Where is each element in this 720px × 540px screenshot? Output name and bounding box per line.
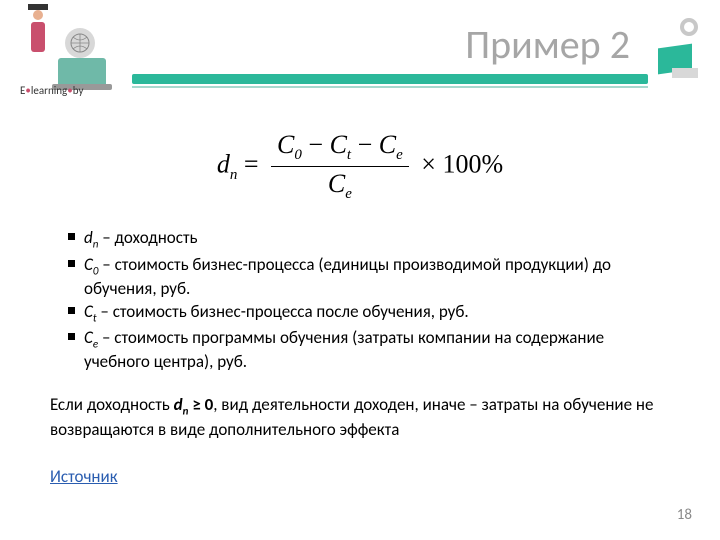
def-text: – стоимость программы обучения (затраты … xyxy=(84,327,604,372)
brand-mid: learning xyxy=(31,84,67,97)
slide-body: dn – доходность C0 – стоимость бизнес-пр… xyxy=(0,227,720,486)
def-text: – стоимость бизнес-процесса после обучен… xyxy=(97,301,469,322)
globe-icon xyxy=(65,28,95,58)
formula: dn = C0 − Ct − CeCe × 100% xyxy=(0,130,720,203)
page-number: 18 xyxy=(677,506,692,524)
den-ce: C xyxy=(328,169,345,198)
title-underline xyxy=(132,74,648,92)
formula-hundred: 100% xyxy=(442,150,503,179)
num-ce-sub: e xyxy=(396,147,403,163)
person-icon xyxy=(28,18,48,68)
list-item: C0 – стоимость бизнес-процесса (единицы … xyxy=(68,254,670,299)
formula-fraction: C0 − Ct − CeCe xyxy=(271,130,409,203)
list-item: dn – доходность xyxy=(68,227,670,251)
def-var: d xyxy=(84,227,93,248)
formula-eq: = xyxy=(237,150,265,179)
ring-icon xyxy=(680,18,698,36)
def-var: C xyxy=(84,254,93,275)
list-item: Ct – стоимость бизнес-процесса после обу… xyxy=(68,301,670,325)
laptop-icon xyxy=(58,58,106,86)
list-item: Ce – стоимость программы обучения (затра… xyxy=(68,327,670,372)
source-link[interactable]: Источник xyxy=(50,466,118,487)
slide-title: Пример 2 xyxy=(465,20,630,69)
conclusion-text: Если доходность dn ≥ 0, вид деятельности… xyxy=(50,394,670,439)
formula-lhs-var: d xyxy=(217,150,230,179)
num-c0: C xyxy=(277,130,294,159)
conclusion-rel: ≥ 0 xyxy=(188,394,213,415)
def-var: C xyxy=(84,301,93,322)
brand-suffix: by xyxy=(73,84,84,97)
slide-header: E•learning•by Пример 2 xyxy=(0,0,720,100)
corner-decoration xyxy=(640,18,700,78)
def-text: – стоимость бизнес-процесса (единицы про… xyxy=(84,254,611,299)
den-ce-sub: e xyxy=(345,186,352,202)
def-text: – доходность xyxy=(98,227,197,248)
gray-square-icon xyxy=(672,68,698,78)
num-ce: C xyxy=(379,130,396,159)
conclusion-pre: Если доходность xyxy=(50,394,174,415)
minus2: − xyxy=(351,130,379,159)
def-var: C xyxy=(84,327,93,348)
definitions-list: dn – доходность C0 – стоимость бизнес-пр… xyxy=(50,227,670,372)
conclusion-var: d xyxy=(174,394,183,415)
formula-times: × xyxy=(415,150,443,179)
num-ct: C xyxy=(330,130,347,159)
brand-text: E•learning•by xyxy=(20,84,83,97)
minus1: − xyxy=(302,130,330,159)
num-c0-sub: 0 xyxy=(294,147,302,163)
brand-logo: E•learning•by xyxy=(20,10,130,95)
